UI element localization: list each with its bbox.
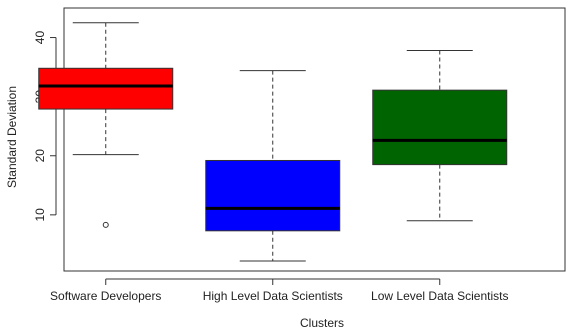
x-tick-label: High Level Data Scientists: [203, 289, 343, 303]
y-axis-title: Standard Deviation: [5, 86, 19, 188]
box-1: [38, 22, 174, 228]
box-3: [372, 50, 508, 222]
x-tick-label: Software Developers: [50, 289, 161, 303]
iqr-box: [205, 159, 341, 232]
box-2: [205, 70, 341, 262]
y-tick-label: 20: [33, 149, 47, 163]
iqr-box: [372, 89, 508, 166]
x-axis: Software Developers High Level Data Scien…: [50, 278, 508, 303]
x-tick-label: Low Level Data Scientists: [371, 289, 508, 303]
y-tick-label: 40: [33, 31, 47, 45]
outlier-point: [102, 221, 109, 228]
y-axis: 10203040: [33, 31, 57, 222]
iqr-box: [38, 67, 174, 110]
plot-frame: [63, 7, 566, 272]
y-tick-label: 10: [33, 208, 47, 222]
x-axis-title: Clusters: [300, 316, 344, 329]
boxes-group: [38, 22, 508, 262]
